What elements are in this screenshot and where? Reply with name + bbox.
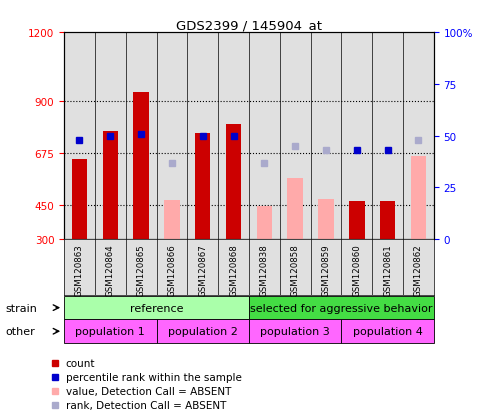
- Bar: [349, 202, 364, 240]
- Bar: [134, 93, 149, 240]
- Text: GSM120866: GSM120866: [168, 244, 176, 297]
- Title: GDS2399 / 145904_at: GDS2399 / 145904_at: [176, 19, 322, 32]
- Text: GSM120862: GSM120862: [414, 244, 423, 297]
- Bar: [64, 320, 157, 343]
- Bar: [249, 296, 434, 320]
- Text: selected for aggressive behavior: selected for aggressive behavior: [250, 303, 433, 313]
- Bar: [380, 202, 395, 240]
- Text: reference: reference: [130, 303, 183, 313]
- Text: other: other: [5, 326, 35, 337]
- Text: GSM120864: GSM120864: [106, 244, 115, 297]
- Bar: [103, 132, 118, 240]
- Bar: [411, 157, 426, 240]
- Text: population 1: population 1: [75, 326, 145, 337]
- Text: count: count: [66, 358, 95, 368]
- Bar: [287, 179, 303, 240]
- Text: population 4: population 4: [352, 326, 423, 337]
- Text: population 3: population 3: [260, 326, 330, 337]
- Text: percentile rank within the sample: percentile rank within the sample: [66, 373, 242, 382]
- Text: GSM120865: GSM120865: [137, 244, 145, 297]
- Text: GSM120863: GSM120863: [75, 244, 84, 297]
- Text: GSM120838: GSM120838: [260, 244, 269, 297]
- Text: rank, Detection Call = ABSENT: rank, Detection Call = ABSENT: [66, 400, 226, 410]
- Text: GSM120860: GSM120860: [352, 244, 361, 297]
- Text: GSM120859: GSM120859: [321, 244, 330, 297]
- Bar: [226, 125, 241, 240]
- Bar: [195, 134, 211, 240]
- Bar: [164, 201, 179, 240]
- Text: population 2: population 2: [168, 326, 238, 337]
- Text: GSM120868: GSM120868: [229, 244, 238, 297]
- Bar: [72, 159, 87, 240]
- Bar: [64, 296, 249, 320]
- Text: value, Detection Call = ABSENT: value, Detection Call = ABSENT: [66, 386, 231, 396]
- Bar: [318, 199, 334, 240]
- Bar: [257, 206, 272, 240]
- Bar: [249, 320, 341, 343]
- Text: GSM120858: GSM120858: [291, 244, 300, 297]
- Bar: [341, 320, 434, 343]
- Text: strain: strain: [5, 303, 37, 313]
- Text: GSM120861: GSM120861: [383, 244, 392, 297]
- Bar: [157, 320, 249, 343]
- Text: GSM120867: GSM120867: [198, 244, 207, 297]
